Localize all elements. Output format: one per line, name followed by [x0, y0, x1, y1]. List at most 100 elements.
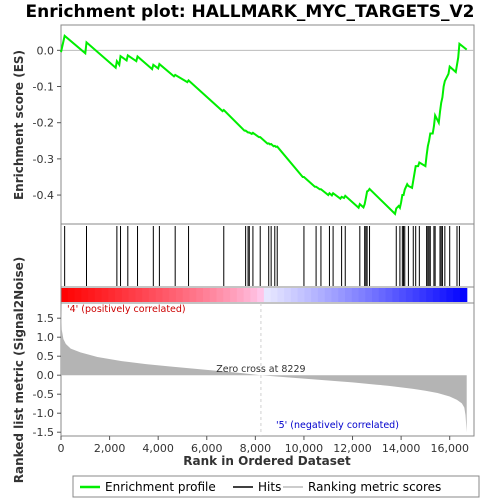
- metric-y-tick-label: 0.0: [37, 369, 55, 382]
- band-segment: [324, 288, 333, 302]
- band-segment: [405, 288, 414, 302]
- metric-y-tick-label: 0.5: [37, 350, 55, 363]
- es-y-axis: 0.0 -0.1 -0.2 -0.3 -0.4: [33, 44, 61, 202]
- metric-y-axis: 1.5 1.0 0.5 0.0 -0.5 -1.0 -1.5: [33, 312, 61, 439]
- band-segment: [61, 288, 69, 302]
- band-segment: [196, 288, 204, 302]
- band-segment: [88, 288, 96, 302]
- es-y-tick-label: -0.4: [33, 189, 54, 202]
- band-segment: [189, 288, 197, 302]
- legend-metric-label: Ranking metric scores: [308, 480, 441, 494]
- band-segment: [108, 288, 116, 302]
- band-segment: [236, 288, 245, 302]
- x-tick-label: 6,000: [191, 442, 223, 455]
- x-tick-label: 14,000: [382, 442, 421, 455]
- band-segment: [432, 288, 441, 302]
- band-segment: [399, 288, 407, 302]
- band-segment: [338, 288, 346, 302]
- band-segment: [148, 288, 157, 302]
- band-segment: [331, 288, 339, 302]
- positive-label: '4' (positively correlated): [67, 304, 186, 315]
- band-segment: [378, 288, 387, 302]
- band-segment: [81, 288, 89, 302]
- band-segment: [74, 288, 82, 302]
- band-segment: [419, 288, 427, 302]
- legend: Enrichment profile Hits Ranking metric s…: [72, 475, 480, 498]
- es-panel: [60, 24, 475, 225]
- band-segment: [372, 288, 380, 302]
- band-segment: [392, 288, 400, 302]
- band-segment: [175, 288, 184, 302]
- band-segment: [230, 288, 238, 302]
- band-segment: [223, 288, 231, 302]
- metric-axis-label: Ranked list metric (Signal2Noise): [12, 257, 26, 484]
- x-tick-label: 12,000: [333, 442, 372, 455]
- negative-label: '5' (negatively correlated): [276, 420, 399, 431]
- x-tick-label: 4,000: [142, 442, 174, 455]
- band-segment: [209, 288, 218, 302]
- band-segment: [351, 288, 360, 302]
- x-axis: 0 2,000 4,000 6,000 8,000 10,000 12,000 14,000 1…: [58, 436, 469, 455]
- es-y-tick-label: -0.2: [33, 117, 54, 130]
- band-segment: [284, 288, 292, 302]
- es-y-tick-label: 0.0: [37, 44, 55, 57]
- x-tick-label: 8,000: [240, 442, 272, 455]
- band-segment: [453, 288, 461, 302]
- metric-y-tick-label: 1.0: [37, 331, 55, 344]
- band-segment: [128, 288, 136, 302]
- band-segment: [142, 288, 150, 302]
- band-segment: [162, 288, 170, 302]
- metric-y-tick-label: -1.0: [33, 407, 54, 420]
- band-segment: [67, 288, 76, 302]
- band-segment: [459, 288, 468, 302]
- enrichment-profile-line: [60, 34, 468, 216]
- x-tick-label: 0: [58, 442, 65, 455]
- es-y-tick-label: -0.3: [33, 153, 54, 166]
- correlation-color-band: [61, 288, 468, 302]
- es-y-tick-label: -0.1: [33, 81, 54, 94]
- legend-hits-label: Hits: [258, 480, 281, 494]
- band-segment: [290, 288, 299, 302]
- band-segment: [182, 288, 191, 302]
- band-segment: [216, 288, 224, 302]
- band-segment: [358, 288, 366, 302]
- metric-y-tick-label: -1.5: [33, 426, 54, 439]
- band-segment: [250, 288, 258, 302]
- chart-title: Enrichment plot: HALLMARK_MYC_TARGETS_V2: [26, 2, 475, 22]
- hits-marks: [64, 226, 460, 286]
- band-segment: [344, 288, 353, 302]
- legend-box: [72, 475, 480, 498]
- es-axis-label: Enrichment score (ES): [12, 50, 26, 200]
- metric-y-tick-label: 1.5: [37, 312, 55, 325]
- band-segment: [270, 288, 278, 302]
- band-segment: [135, 288, 143, 302]
- band-segment: [263, 288, 272, 302]
- band-segment: [277, 288, 285, 302]
- band-segment: [311, 288, 319, 302]
- x-tick-label: 16,000: [430, 442, 469, 455]
- x-tick-label: 10,000: [285, 442, 324, 455]
- band-segment: [202, 288, 211, 302]
- band-segment: [426, 288, 434, 302]
- ranking-metric-area: [61, 304, 467, 433]
- band-segment: [439, 288, 448, 302]
- band-segment: [121, 288, 130, 302]
- band-segment: [169, 288, 177, 302]
- band-segment: [304, 288, 312, 302]
- band-segment: [317, 288, 326, 302]
- band-segment: [385, 288, 393, 302]
- hits-panel: [60, 223, 475, 288]
- band-segment: [412, 288, 420, 302]
- band-segment: [243, 288, 251, 302]
- band-segment: [115, 288, 123, 302]
- band-segment: [94, 288, 103, 302]
- band-segment: [155, 288, 164, 302]
- band-segment: [297, 288, 306, 302]
- legend-profile-label: Enrichment profile: [105, 480, 216, 494]
- band-segment: [101, 288, 109, 302]
- x-tick-label: 2,000: [94, 442, 126, 455]
- zero-cross-label: Zero cross at 8229: [216, 364, 305, 375]
- band-segment: [365, 288, 373, 302]
- x-axis-label: Rank in Ordered Dataset: [183, 454, 351, 468]
